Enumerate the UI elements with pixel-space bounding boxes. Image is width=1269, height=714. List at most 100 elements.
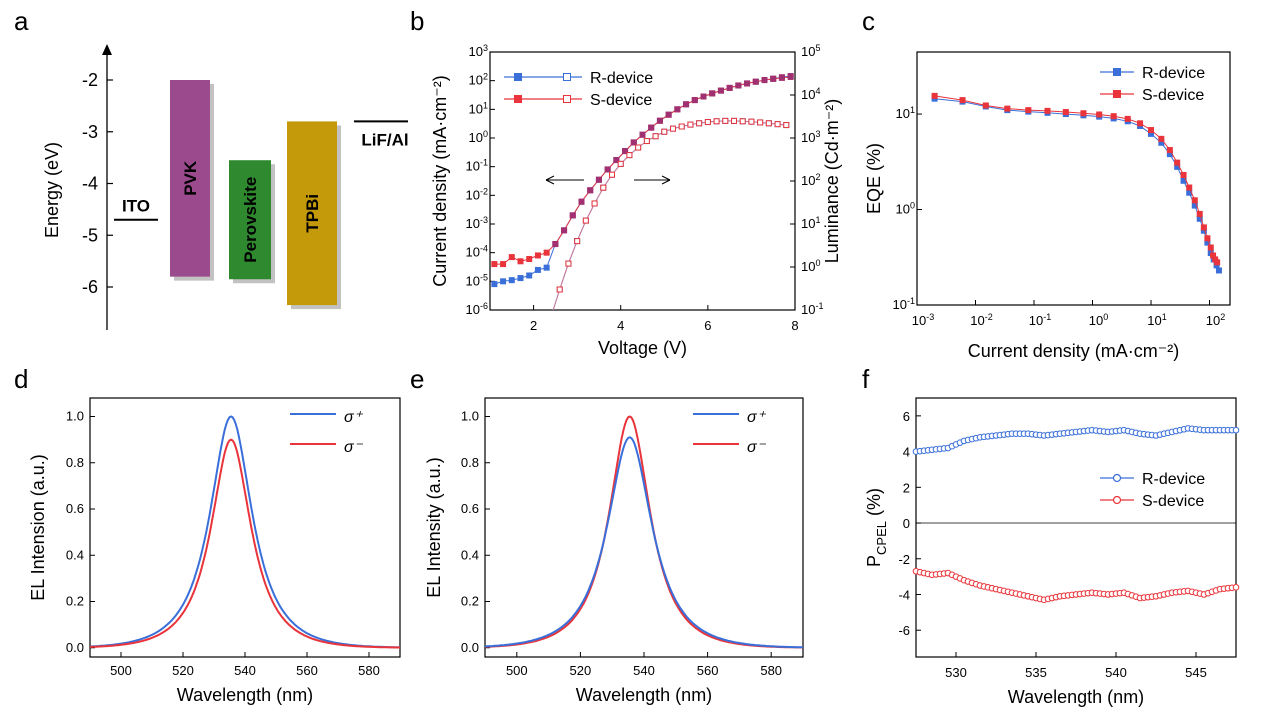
data-point	[717, 87, 724, 94]
data-point	[617, 160, 624, 167]
data-point	[561, 227, 568, 234]
y-tick-label: 1.0	[461, 409, 479, 424]
x-tick-label: 10-1	[1029, 312, 1051, 328]
y-tick-label: 10-4	[466, 244, 488, 260]
data-point	[1232, 426, 1240, 434]
x-tick-label: 500	[110, 663, 132, 678]
bar-label-pvk: PVK	[181, 160, 200, 196]
data-point	[770, 75, 777, 82]
data-point	[778, 74, 785, 81]
data-point	[661, 128, 668, 135]
data-point	[931, 92, 938, 99]
data-point	[1044, 107, 1051, 114]
x-axis-label: Wavelength (nm)	[177, 685, 313, 705]
plot-frame-d	[89, 397, 401, 658]
data-point	[687, 121, 694, 128]
plot-frame-f	[915, 397, 1237, 658]
y-tick-label: -2	[82, 70, 98, 90]
data-point	[517, 258, 524, 265]
y-tick-label: 10-5	[466, 272, 488, 288]
data-point	[1124, 115, 1131, 122]
data-point	[587, 187, 594, 194]
y-tick-label: -3	[82, 122, 98, 142]
data-point	[1166, 147, 1173, 154]
data-point	[748, 118, 755, 125]
data-point	[670, 125, 676, 132]
data-point	[526, 256, 533, 263]
data-point	[1214, 259, 1221, 266]
y-tick-label: 0	[903, 516, 910, 531]
y-tick-label: -4	[82, 174, 98, 194]
y-axis-label: PCPEL (%)	[864, 488, 889, 567]
x-tick-label: 8	[791, 318, 798, 333]
spectrum-red	[90, 438, 400, 649]
x-tick-label: 540	[633, 663, 655, 678]
y-tick-label: 0.2	[461, 594, 479, 609]
x-tick-label: 545	[1185, 665, 1207, 680]
y2-tick-label: 105	[801, 43, 820, 59]
legend-marker	[1112, 495, 1122, 505]
data-point	[595, 176, 602, 183]
data-point	[517, 275, 524, 282]
data-point	[761, 77, 768, 84]
bar-tpbi	[287, 121, 337, 306]
data-point	[735, 82, 742, 89]
data-point	[578, 198, 585, 205]
data-point	[604, 166, 611, 173]
data-point	[491, 281, 498, 288]
y2-tick-label: 102	[801, 172, 820, 188]
y-tick-label: 4	[903, 445, 910, 460]
data-point	[1110, 113, 1117, 120]
y2-axis-label: Luminance (Cd·m⁻²)	[822, 99, 842, 264]
y-axis-label: EQE (%)	[864, 143, 884, 214]
data-point	[534, 252, 541, 259]
data-point	[565, 260, 572, 267]
x-tick-label: 560	[296, 663, 318, 678]
data-point	[704, 119, 711, 126]
data-point	[552, 241, 559, 248]
y-axis-label: EL Intension (a.u.)	[28, 454, 48, 600]
series-line-1	[934, 95, 1218, 263]
x-tick-label: 10-3	[912, 312, 934, 328]
y-tick-label: -6	[898, 623, 910, 638]
series-line-3	[552, 120, 787, 311]
data-point	[765, 120, 772, 127]
data-point	[739, 118, 746, 125]
data-point	[959, 97, 966, 104]
x-tick-label: 560	[697, 663, 719, 678]
x-tick-label: 580	[760, 663, 782, 678]
y-tick-label: 10-2	[466, 186, 488, 202]
data-point	[752, 78, 759, 85]
x-tick-label: 535	[1025, 665, 1047, 680]
legend-marker	[1113, 68, 1121, 76]
y2-tick-label: 100	[801, 258, 820, 274]
x-tick-label: 102	[1206, 312, 1225, 328]
y-tick-label: 0.0	[66, 640, 84, 655]
data-point	[591, 200, 598, 207]
data-point	[665, 111, 672, 118]
y2-tick-label: 10-1	[801, 301, 823, 317]
legend-label-1: σ⁻	[344, 439, 364, 456]
data-point	[1137, 120, 1144, 127]
x-tick-label: 540	[1105, 665, 1127, 680]
arrow-right-head	[661, 175, 671, 185]
y-tick-label: 101	[896, 105, 915, 121]
y-tick-label: 2	[903, 480, 910, 495]
y-tick-label: 10-1	[466, 158, 488, 174]
y-tick-label: 103	[469, 43, 488, 59]
data-point	[726, 84, 733, 91]
legend-label-1: S-device	[1142, 87, 1204, 104]
y-tick-label: 10-3	[466, 215, 488, 231]
data-point	[1207, 244, 1214, 251]
data-point	[652, 133, 659, 140]
data-point	[500, 278, 507, 285]
data-point	[731, 117, 737, 124]
data-point	[1096, 111, 1103, 118]
y-tick-label: 0.8	[461, 455, 479, 470]
data-point	[674, 106, 681, 113]
panel-letter-c: c	[862, 6, 875, 36]
data-point	[613, 157, 620, 164]
x-axis-label: Wavelength (nm)	[576, 685, 712, 705]
data-point	[691, 97, 698, 104]
y2-tick-label: 103	[801, 129, 820, 145]
